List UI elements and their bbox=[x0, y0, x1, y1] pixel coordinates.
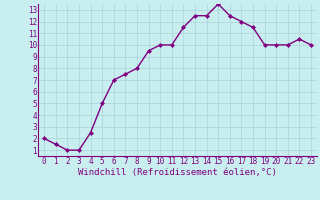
X-axis label: Windchill (Refroidissement éolien,°C): Windchill (Refroidissement éolien,°C) bbox=[78, 168, 277, 177]
